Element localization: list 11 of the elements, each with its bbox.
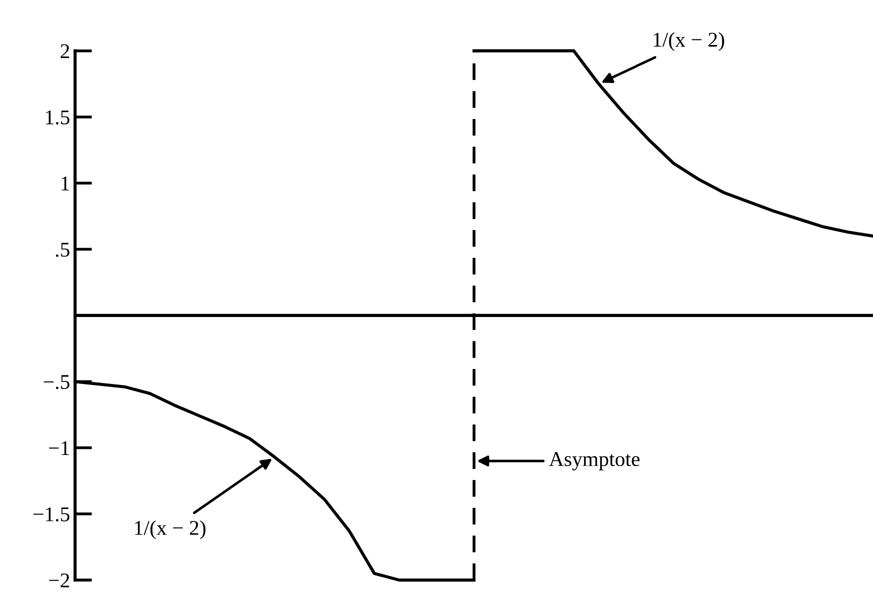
y-tick-label: −1	[49, 441, 69, 455]
y-tick-label: .5	[56, 242, 70, 257]
y-tick-label: −1.5	[33, 507, 70, 522]
y-tick-label: 1.5	[46, 110, 70, 125]
y-tick-label: −2	[49, 573, 70, 588]
y-tick-label: 1	[62, 176, 69, 190]
annotation: Asymptote	[549, 452, 640, 470]
y-tick-label: −.5	[44, 375, 70, 390]
annotation: 1/(x − 2)	[654, 32, 724, 52]
annotation: 1/(x − 2)	[135, 520, 206, 540]
y-tick-label: 2	[60, 44, 70, 58]
